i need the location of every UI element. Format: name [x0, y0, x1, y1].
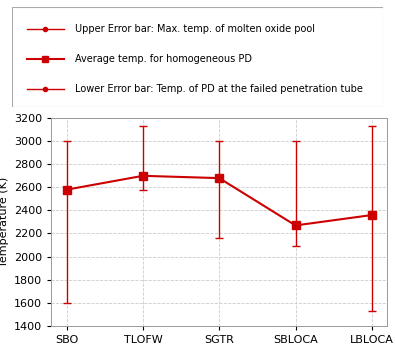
Y-axis label: Temperature (K): Temperature (K) — [0, 177, 9, 267]
Text: Lower Error bar: Temp. of PD at the failed penetration tube: Lower Error bar: Temp. of PD at the fail… — [75, 84, 363, 95]
FancyBboxPatch shape — [12, 7, 383, 107]
Text: Upper Error bar: Max. temp. of molten oxide pool: Upper Error bar: Max. temp. of molten ox… — [75, 24, 315, 34]
Text: Average temp. for homogeneous PD: Average temp. for homogeneous PD — [75, 54, 252, 64]
